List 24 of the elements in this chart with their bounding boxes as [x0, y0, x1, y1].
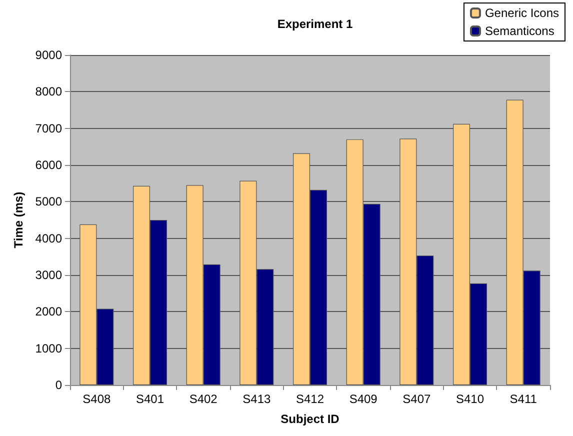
- y-tick-label: 2000: [35, 304, 62, 319]
- y-tick-label: 6000: [35, 158, 62, 172]
- x-tick-label: S401: [136, 392, 164, 406]
- y-tick-label: 4000: [35, 231, 62, 246]
- legend-label: Semanticons: [484, 24, 554, 38]
- x-tick-label: S402: [189, 392, 218, 406]
- y-tick-label: 1000: [35, 341, 62, 356]
- x-axis-title: Subject ID: [280, 412, 340, 426]
- y-tick-label: 9000: [35, 48, 62, 62]
- chart-title: Experiment 1: [277, 17, 353, 31]
- y-tick-label: 0: [55, 378, 62, 392]
- legend-label: Generic Icons: [484, 6, 560, 20]
- x-tick-label: S411: [510, 392, 538, 406]
- y-tick-label: 5000: [35, 194, 62, 209]
- x-tick-label: S412: [296, 392, 324, 406]
- y-axis-title: Time (ms): [11, 192, 26, 248]
- x-tick-label: S410: [456, 392, 484, 406]
- y-tick-label: 8000: [35, 84, 62, 99]
- x-tick-label: S409: [349, 392, 378, 406]
- x-tick-label: S407: [402, 392, 432, 406]
- y-tick-label: 3000: [35, 268, 62, 282]
- y-tick-label: 7000: [35, 121, 62, 136]
- x-tick-label: S408: [82, 392, 112, 406]
- x-tick-label: S413: [242, 392, 272, 406]
